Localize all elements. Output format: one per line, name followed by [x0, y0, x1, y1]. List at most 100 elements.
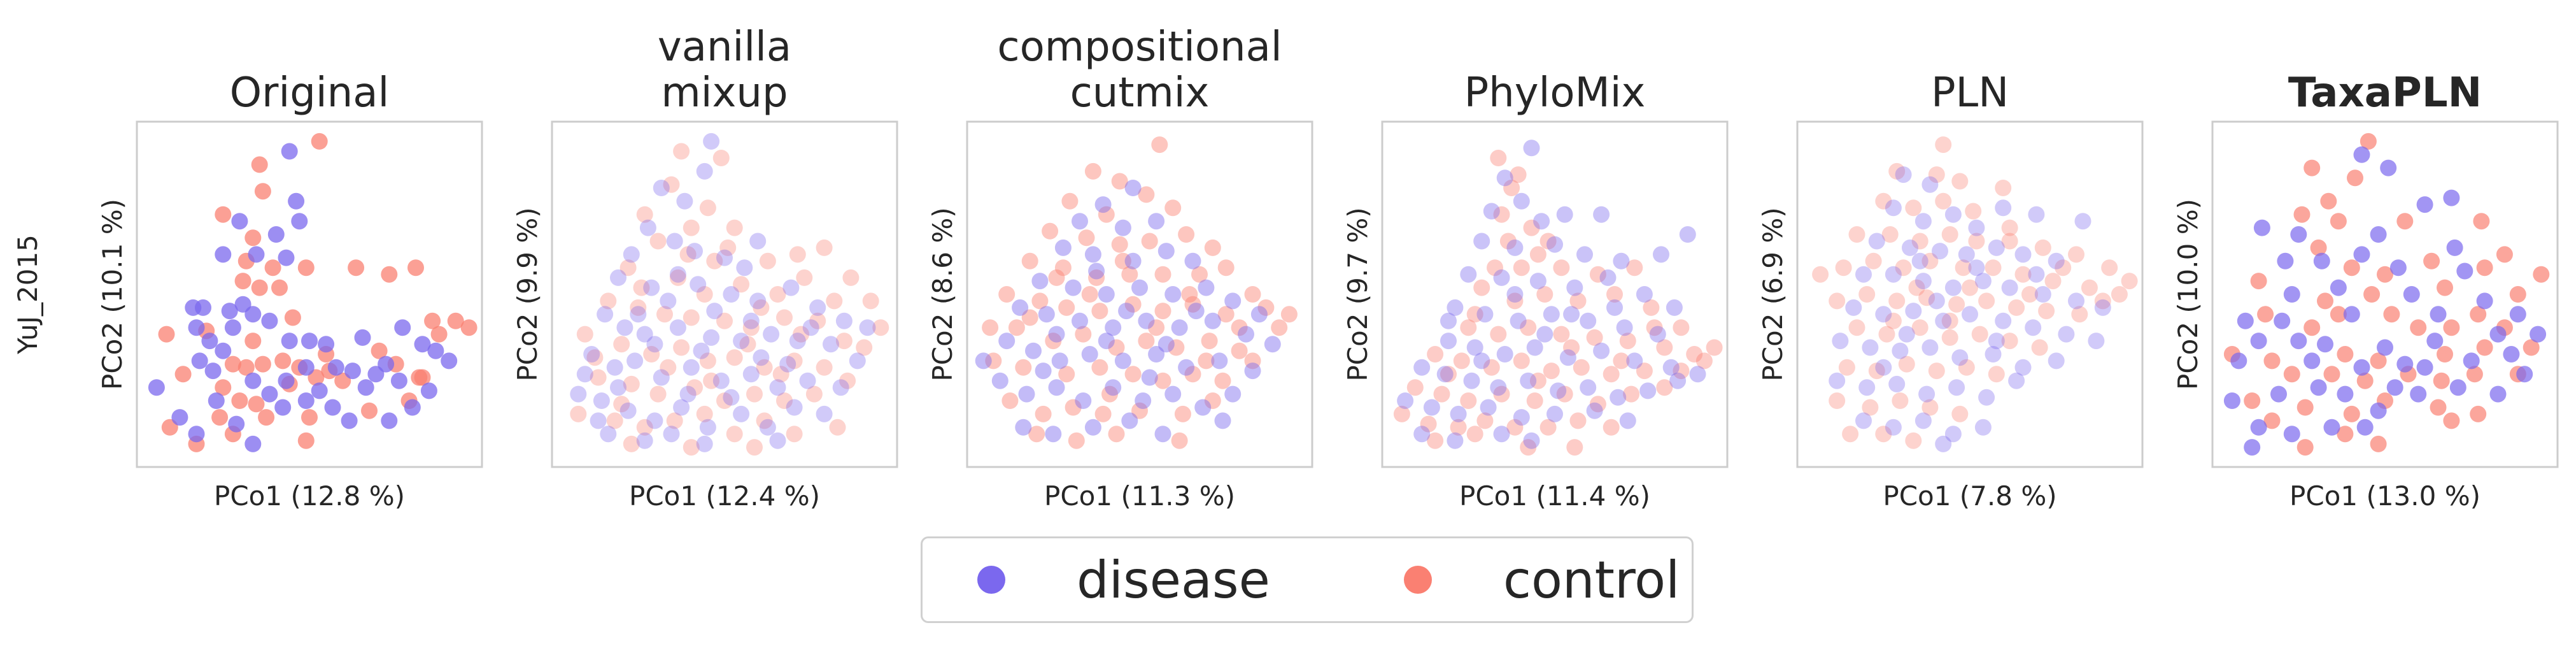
- point-control: [1985, 259, 2002, 276]
- point-control: [1862, 399, 1879, 416]
- point-control: [1888, 292, 1906, 310]
- x-axis-label: PCo1 (11.3 %): [1044, 480, 1235, 512]
- point-control: [2283, 366, 2300, 383]
- point-control: [251, 156, 268, 173]
- point-control: [2356, 372, 2374, 389]
- point-control: [1111, 173, 1128, 190]
- point-disease: [1606, 299, 1623, 316]
- panel-title-line: vanilla: [658, 24, 791, 71]
- panel-1: Original PCo1 (12.8 %) PCo2 (10.1 %): [97, 69, 483, 512]
- point-disease: [281, 333, 298, 350]
- point-disease: [2068, 292, 2084, 310]
- point-control: [789, 246, 806, 263]
- point-disease: [693, 342, 710, 359]
- point-control: [683, 309, 700, 326]
- point-control: [1573, 359, 1590, 376]
- point-control: [1905, 432, 1922, 449]
- point-control: [1217, 259, 1235, 276]
- point-disease: [2489, 385, 2507, 403]
- point-control: [1078, 229, 1095, 247]
- point-control: [254, 355, 271, 373]
- point-control: [1466, 306, 1483, 323]
- point-disease: [2353, 359, 2370, 376]
- point-disease: [420, 382, 437, 399]
- point-disease: [1616, 319, 1633, 336]
- point-control: [1154, 372, 1171, 389]
- point-control: [1829, 392, 1846, 409]
- point-disease: [244, 435, 262, 452]
- point-disease: [1154, 426, 1171, 443]
- point-control: [1094, 405, 1112, 422]
- point-control: [1695, 352, 1713, 370]
- point-control: [839, 372, 856, 389]
- point-disease: [1928, 292, 1945, 310]
- point-control: [297, 259, 315, 276]
- point-disease: [1543, 306, 1560, 323]
- x-axis-label: PCo1 (12.8 %): [214, 480, 405, 512]
- point-disease: [2025, 319, 2042, 336]
- point-disease: [1858, 379, 1876, 396]
- point-disease: [1962, 306, 1978, 323]
- point-disease: [1015, 419, 1032, 436]
- point-control: [1141, 233, 1158, 250]
- y-axis-label: PCo2 (10.1 %): [97, 199, 128, 390]
- point-disease: [228, 415, 245, 433]
- point-control: [613, 396, 630, 413]
- point-disease: [1131, 279, 1148, 296]
- point-control: [2363, 286, 2381, 303]
- point-control: [2330, 213, 2347, 230]
- point-control: [982, 319, 999, 336]
- point-disease: [636, 326, 653, 343]
- point-disease: [278, 249, 295, 266]
- point-control: [1493, 206, 1510, 223]
- y-axis-label: PCo2 (9.7 %): [1342, 207, 1373, 381]
- point-disease: [1944, 426, 1962, 443]
- y-axis-label: PCo2 (8.6 %): [927, 207, 958, 381]
- point-control: [2310, 239, 2327, 256]
- point-disease: [1832, 333, 1849, 350]
- point-disease: [653, 369, 670, 386]
- point-control: [1121, 266, 1138, 283]
- point-disease: [1473, 352, 1490, 370]
- point-disease: [1951, 349, 1969, 366]
- point-disease: [367, 366, 385, 383]
- point-control: [224, 355, 241, 373]
- point-disease: [1081, 346, 1098, 362]
- point-control: [2320, 192, 2337, 210]
- point-disease: [1968, 219, 1985, 236]
- point-disease: [1138, 312, 1155, 329]
- point-disease: [1450, 405, 1467, 422]
- point-control: [407, 259, 424, 276]
- point-disease: [2310, 379, 2327, 396]
- point-control: [1406, 379, 1424, 396]
- point-disease: [278, 372, 295, 389]
- point-disease: [1072, 312, 1088, 329]
- point-disease: [1480, 399, 1497, 416]
- point-control: [716, 392, 733, 409]
- point-disease: [1586, 402, 1603, 419]
- point-control: [856, 339, 873, 356]
- point-disease: [1862, 339, 1879, 356]
- point-disease: [1948, 379, 1965, 396]
- point-disease: [1436, 366, 1454, 383]
- point-control: [1181, 286, 1198, 303]
- point-disease: [666, 233, 683, 250]
- point-disease: [733, 405, 750, 422]
- point-control: [1257, 299, 1275, 316]
- point-disease: [2416, 196, 2433, 213]
- point-disease: [1580, 379, 1597, 396]
- scatter-points: [1393, 140, 1723, 456]
- point-control: [1589, 396, 1606, 413]
- point-disease: [1829, 372, 1846, 389]
- point-control: [1045, 333, 1062, 350]
- point-disease: [802, 319, 819, 336]
- point-disease: [2330, 279, 2347, 296]
- point-control: [2296, 439, 2314, 456]
- point-control: [2473, 213, 2490, 230]
- point-disease: [789, 333, 806, 350]
- point-control: [1965, 203, 1982, 220]
- point-disease: [1496, 346, 1513, 362]
- point-control: [606, 412, 623, 429]
- point-control: [1061, 192, 1079, 210]
